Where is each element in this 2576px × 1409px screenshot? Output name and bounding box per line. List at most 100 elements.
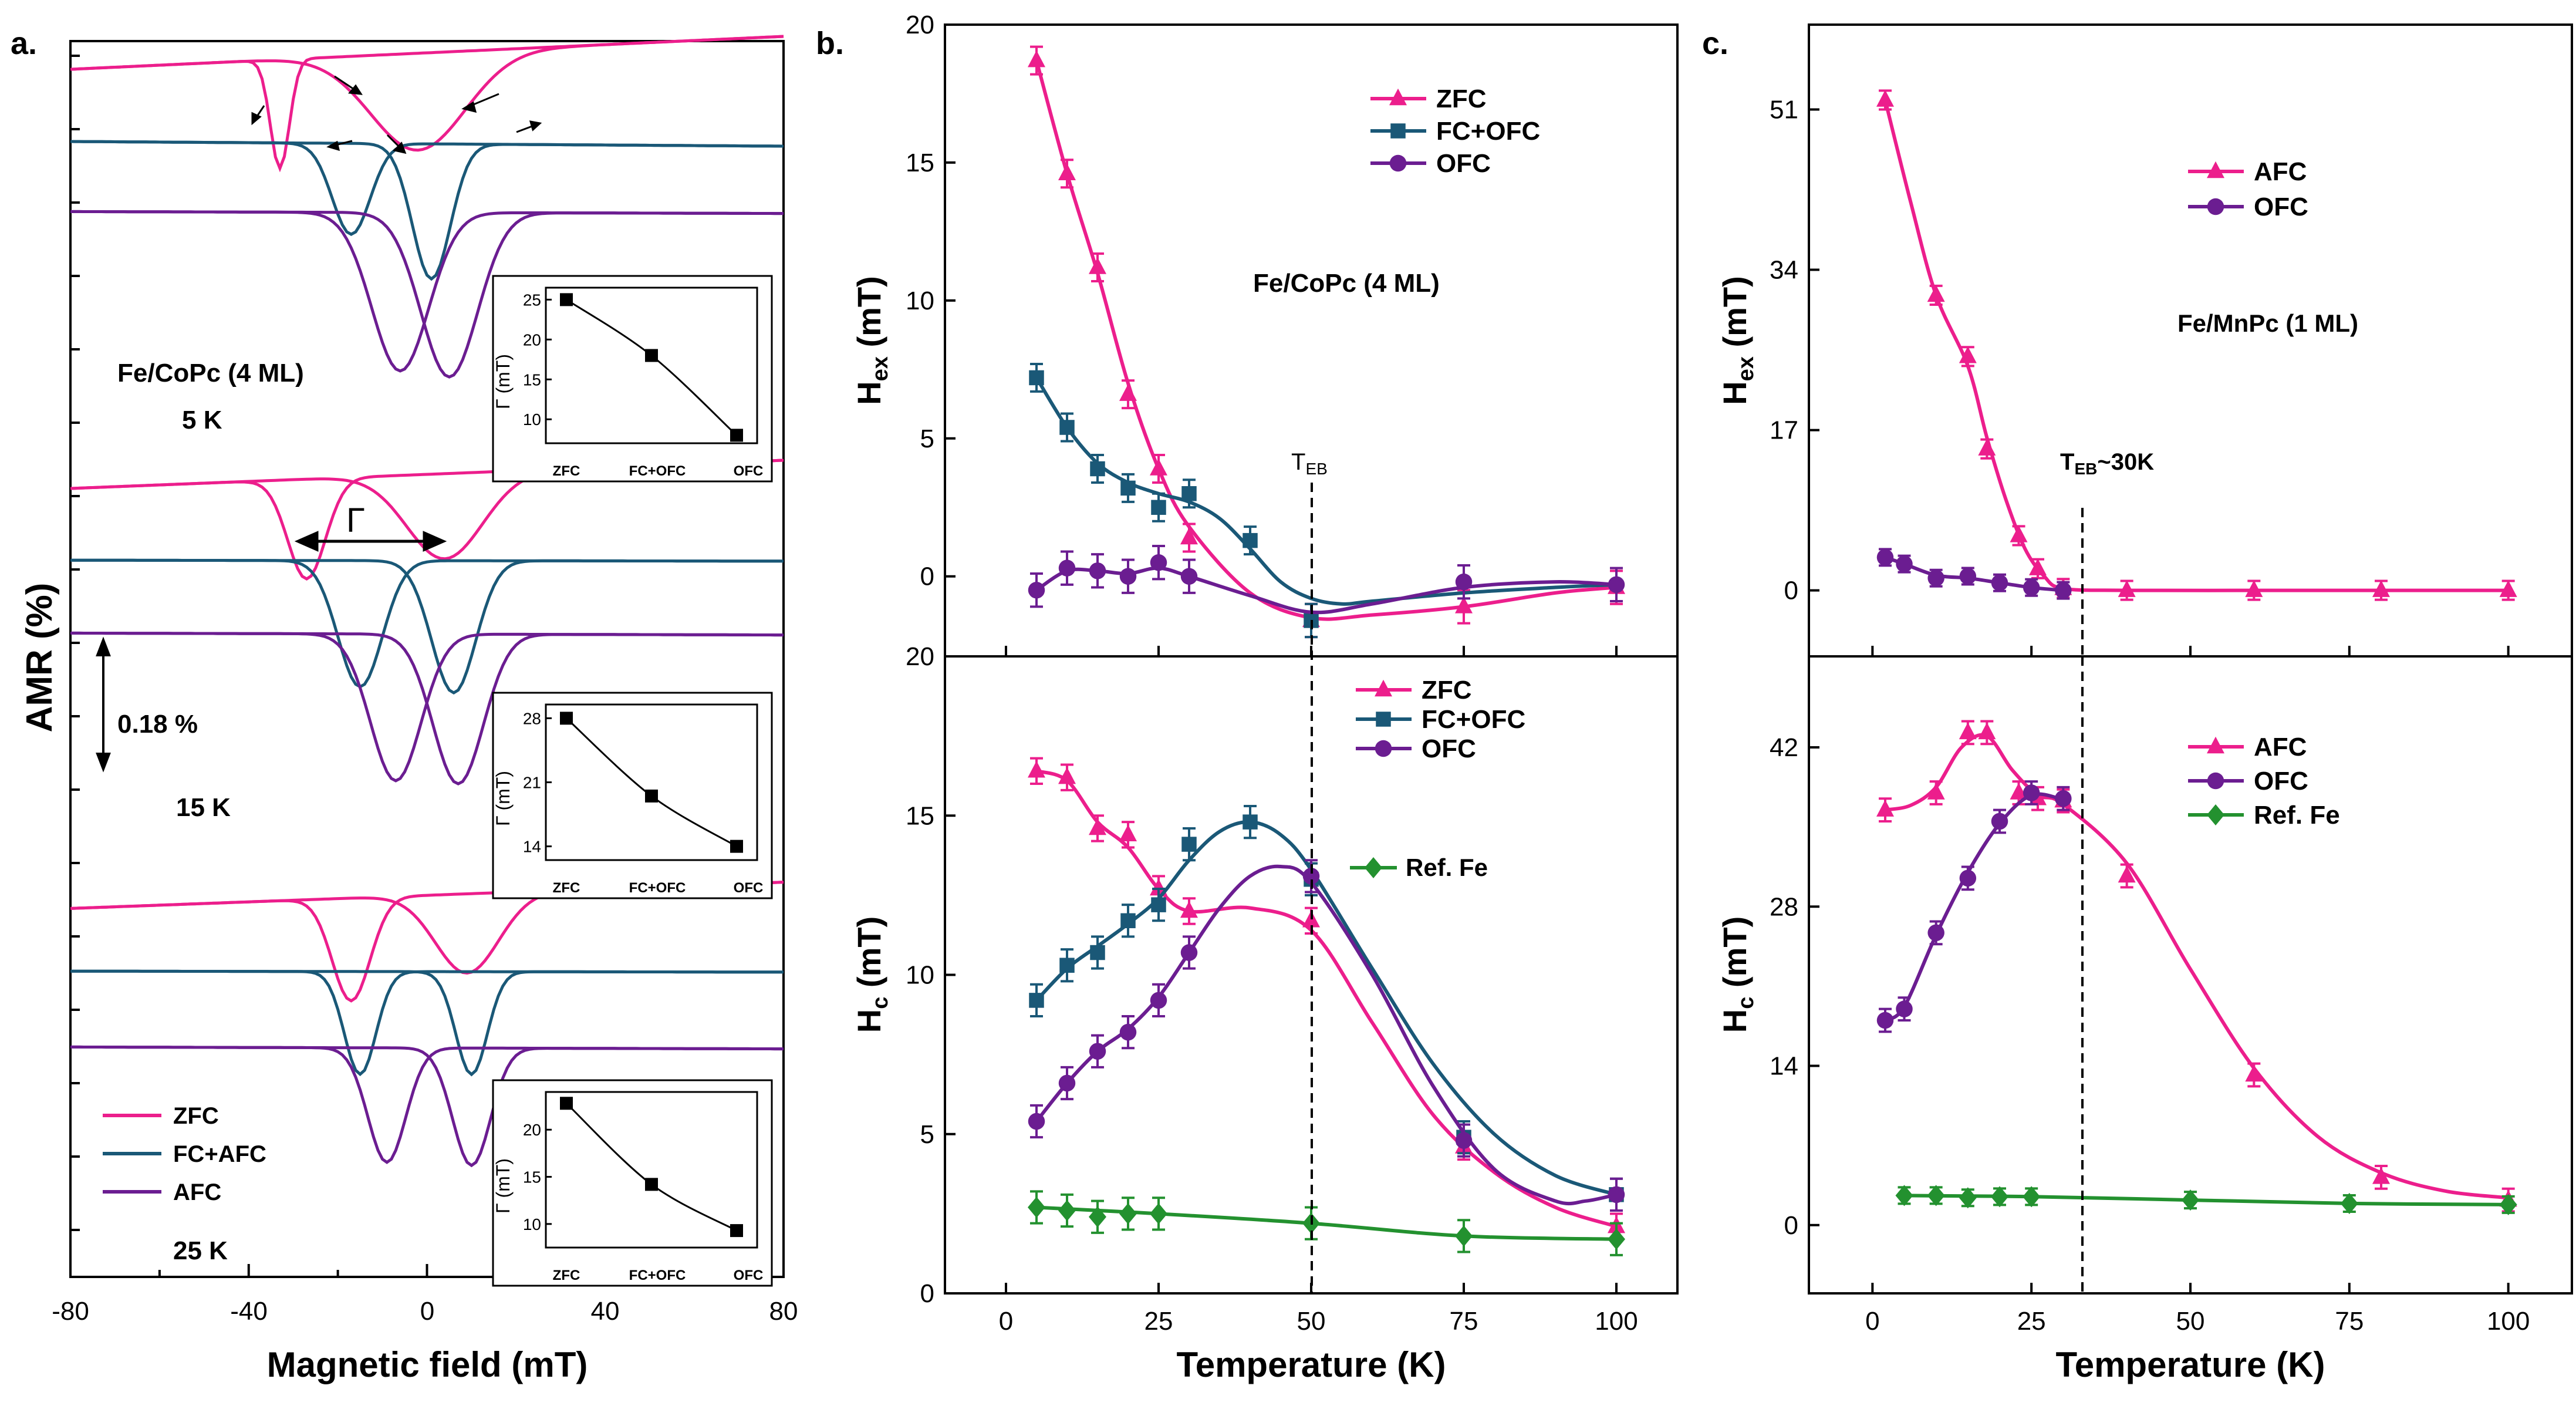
- data-point-diamond: [1991, 1186, 2008, 1208]
- fit-line: [1883, 99, 2509, 592]
- data-point-diamond: [1119, 1203, 1137, 1225]
- amr-fcafc-15k-branch: [70, 558, 784, 689]
- data-point-circle: [1058, 1074, 1076, 1092]
- inset-xtick: FC+OFC: [629, 463, 686, 479]
- data-point-diamond: [2499, 1194, 2517, 1215]
- amr-fcafc-5k-branch: [70, 140, 784, 281]
- series-ofc: [1876, 780, 2072, 1033]
- amr-zfc-5k-branch: [70, 35, 784, 173]
- legend-label: FC+OFC: [1422, 705, 1525, 734]
- y-tick-label: 0: [1784, 577, 1798, 605]
- data-point-triangle: [1978, 722, 1996, 740]
- teb-label-c: TEB~30K: [2060, 449, 2154, 478]
- fit-line: [1036, 769, 1617, 1228]
- temperature-label-25k: 25 K: [173, 1236, 228, 1265]
- panel-c-label: c.: [1702, 26, 1728, 61]
- gamma-inset-25k: Γ (mT) ZFC FC+OFC OFC 10 15 20: [492, 1079, 773, 1287]
- panel-a-xtick-label: -40: [230, 1297, 268, 1326]
- y-tick-label: 42: [1770, 733, 1798, 762]
- panel-c-bottom-plot: 0 14 28 42 0 25 50 75 100 AFC OFC Ref. Fe: [1770, 720, 2530, 1336]
- y-tick-label: 10: [906, 286, 934, 315]
- inset-point: [730, 429, 743, 442]
- y-tick-label: 15: [906, 149, 934, 177]
- scale-bar-label: 0.18 %: [117, 710, 198, 739]
- inset-xtick: OFC: [734, 1268, 764, 1283]
- data-point-triangle: [1058, 767, 1076, 784]
- sample-label-b: Fe/CoPc (4 ML): [1253, 269, 1440, 298]
- panel-c: c. 0 17 34 51 AFC OFC 0 14 28 42 0 25 50 75 100 AFC OFC…: [1702, 23, 2573, 1384]
- sweep-direction-arrows: [251, 75, 542, 154]
- data-point-square: [1029, 370, 1044, 386]
- amr-afc-15k-branch: [70, 631, 784, 783]
- inset-ylabel: Γ (mT): [492, 771, 514, 826]
- data-point-triangle: [2010, 783, 2028, 800]
- inset-y-tick-label: 14: [523, 838, 541, 856]
- data-point-circle: [1028, 1113, 1045, 1130]
- x-tick-label: 75: [2335, 1307, 2364, 1336]
- y-tick-label: 20: [906, 11, 934, 39]
- series-zfc: [1028, 757, 1625, 1241]
- data-point-square: [1390, 123, 1406, 139]
- panel-b-label: b.: [816, 26, 844, 61]
- legend-label: ZFC: [1436, 85, 1487, 113]
- data-point-triangle: [2245, 580, 2263, 597]
- data-point-diamond: [1608, 1228, 1625, 1250]
- legend-label: OFC: [1436, 149, 1491, 178]
- panel-a: a. AMR (%) Magnetic field (mT) -80 -40 0…: [11, 26, 798, 1384]
- data-point-diamond: [2340, 1192, 2358, 1214]
- data-point-circle: [1991, 574, 2008, 591]
- data-point-circle: [2023, 579, 2040, 596]
- inset-xtick: OFC: [734, 880, 764, 896]
- series-fc-ofc: [1029, 804, 1624, 1212]
- data-point-triangle: [1028, 50, 1045, 68]
- data-point-triangle: [1089, 257, 1106, 274]
- data-point-circle: [1180, 568, 1198, 585]
- gamma-width-arrow: [294, 531, 447, 552]
- data-point-triangle: [2118, 580, 2136, 597]
- legend-label: Ref. Fe: [2254, 801, 2340, 830]
- data-point-circle: [1089, 562, 1106, 579]
- panel-a-label: a.: [11, 26, 37, 61]
- fit-line: [1035, 864, 1617, 1206]
- data-point-square: [1059, 420, 1075, 435]
- data-point-square: [1181, 486, 1197, 501]
- panel-a-xtick-label: -80: [52, 1297, 89, 1326]
- data-point-triangle: [1028, 761, 1045, 778]
- series-ofc: [1028, 545, 1625, 615]
- data-point-circle: [1119, 1023, 1137, 1041]
- data-point-diamond: [2207, 804, 2224, 825]
- data-point-square: [1120, 480, 1136, 496]
- inset-xtick: ZFC: [553, 1268, 580, 1283]
- data-point-diamond: [1895, 1185, 1913, 1206]
- inset-y-tick-label: 10: [523, 1215, 541, 1233]
- inset-xtick: ZFC: [553, 463, 580, 479]
- data-point-circle: [1608, 1186, 1625, 1204]
- panel-c-top-plot: 0 17 34 51 AFC OFC: [1770, 89, 2517, 656]
- data-point-diamond: [1028, 1196, 1045, 1218]
- data-point-circle: [2207, 772, 2224, 790]
- data-point-circle: [1302, 868, 1320, 885]
- data-point-triangle: [1089, 818, 1106, 835]
- series-ref-fe: [1028, 1190, 1625, 1256]
- legend-label: FC+OFC: [1436, 117, 1540, 146]
- series-afc: [1876, 89, 2517, 601]
- data-point-triangle: [1876, 800, 1894, 817]
- y-tick-label: 0: [920, 1279, 934, 1308]
- amr-fcafc-25k-branch: [70, 969, 784, 1077]
- y-tick-label: 14: [1770, 1052, 1798, 1081]
- panel-a-ylabel: AMR (%): [19, 583, 60, 733]
- data-point-diamond: [1927, 1185, 1945, 1206]
- legend-label-afc: AFC: [173, 1179, 221, 1205]
- inset-xtick: ZFC: [553, 880, 580, 896]
- inset-point: [560, 1097, 573, 1110]
- data-point-triangle: [2245, 1064, 2263, 1082]
- data-point-square: [1376, 712, 1391, 727]
- amr-zfc-25k-branch: [70, 881, 784, 1003]
- data-point-triangle: [1150, 459, 1167, 476]
- panel-c-frame-top: [1808, 23, 2573, 658]
- inset-point: [560, 293, 573, 306]
- data-point-circle: [1375, 740, 1392, 757]
- x-tick-label: 100: [2487, 1307, 2530, 1336]
